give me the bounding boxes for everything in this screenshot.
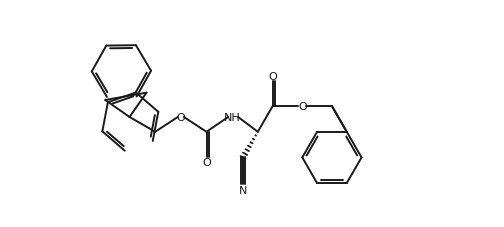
Text: O: O — [268, 72, 277, 82]
Text: O: O — [176, 112, 185, 122]
Text: N: N — [239, 185, 247, 195]
Text: NH: NH — [224, 112, 240, 122]
Text: O: O — [298, 102, 306, 112]
Text: O: O — [202, 157, 211, 167]
